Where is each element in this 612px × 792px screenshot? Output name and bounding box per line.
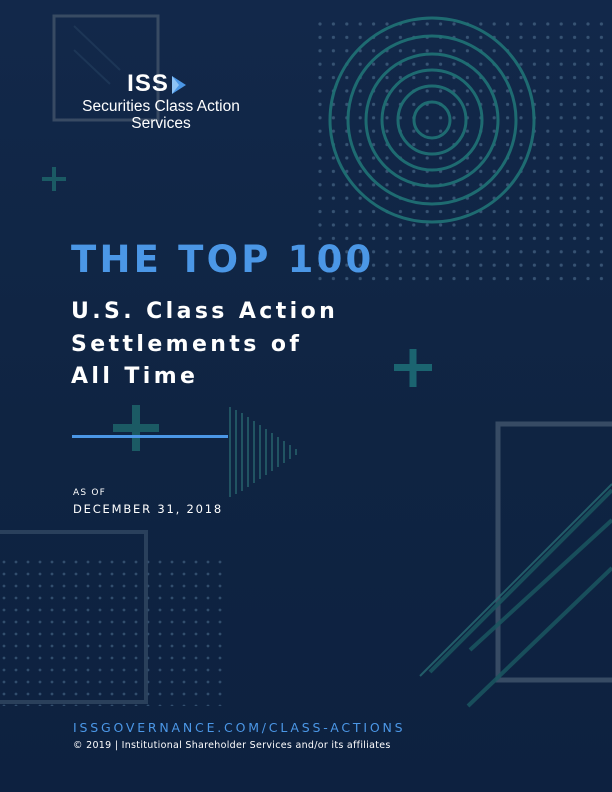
plus-icon (394, 349, 432, 387)
dot-grid-bottom-left (0, 556, 222, 706)
square-outline-top (52, 14, 160, 122)
dot-grid-top-right (316, 20, 612, 288)
square-outline-bottom-left (0, 530, 148, 704)
logo-wordmark: ISS (127, 70, 169, 97)
page-subtitle: U.S. Class Action Settlements of All Tim… (71, 296, 338, 394)
logo-line-2: Services (131, 115, 191, 132)
as-of-date: DECEMBER 31, 2018 (73, 502, 223, 516)
plus-icon (113, 405, 159, 451)
website-link[interactable]: ISSGOVERNANCE.COM/CLASS-ACTIONS (73, 720, 406, 735)
diagonal-lines (428, 488, 612, 708)
copyright-text: © 2019 | Institutional Shareholder Servi… (73, 740, 391, 751)
subtitle-line: U.S. Class Action (71, 299, 339, 324)
logo-line-1: Securities Class Action (82, 98, 240, 115)
play-triangle-icon (229, 407, 297, 497)
subtitle-line: Settlements of (71, 331, 303, 357)
subtitle-line: All Time (71, 364, 199, 389)
iss-logo: ISS Securities Class Action Services (66, 70, 256, 132)
logo-mark: ISS (58, 70, 256, 98)
title-divider (72, 435, 228, 438)
page-title: THE TOP 100 (71, 238, 375, 281)
concentric-circles-graphic (328, 16, 536, 224)
square-outline-bottom-right (495, 421, 612, 683)
play-triangle-icon (171, 76, 186, 94)
as-of-label: AS OF (73, 488, 106, 498)
plus-icon (42, 167, 66, 191)
